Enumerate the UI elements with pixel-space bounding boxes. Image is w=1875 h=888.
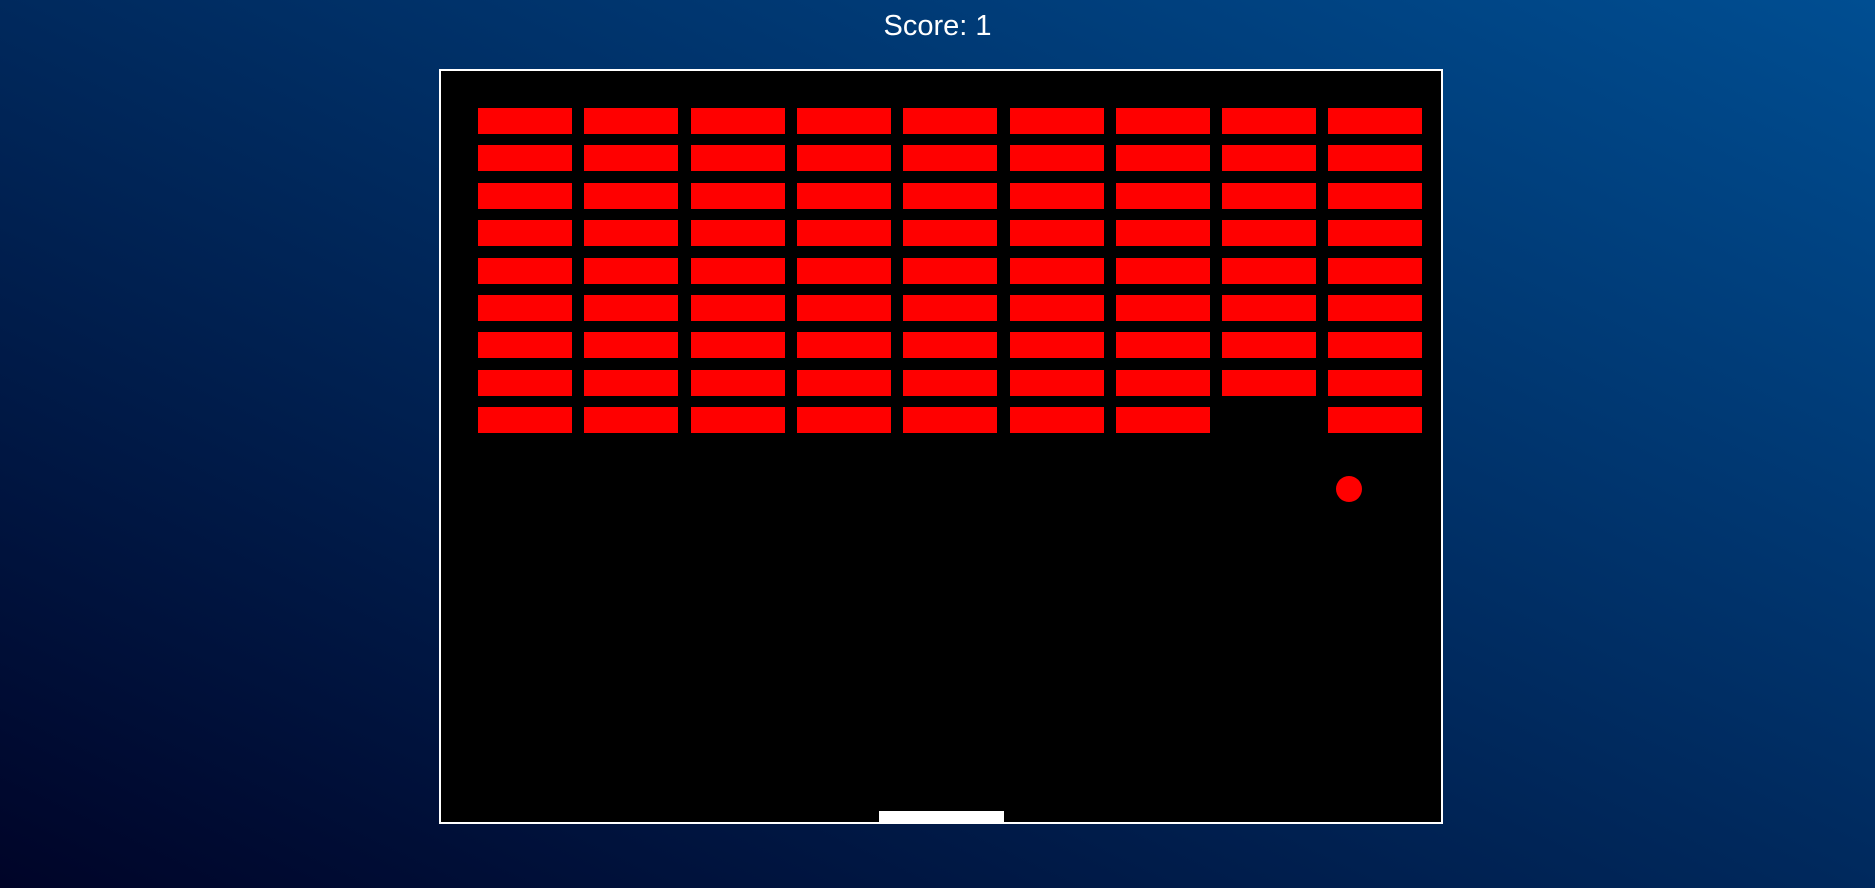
brick	[691, 258, 785, 284]
brick	[1010, 295, 1104, 321]
brick	[691, 407, 785, 433]
score-display: Score: 1	[883, 10, 992, 42]
brick	[1328, 332, 1422, 358]
brick	[584, 108, 678, 134]
brick	[691, 183, 785, 209]
brick	[478, 108, 572, 134]
brick	[584, 332, 678, 358]
brick	[1116, 258, 1210, 284]
brick	[478, 370, 572, 396]
brick	[903, 332, 997, 358]
brick	[478, 183, 572, 209]
brick	[584, 407, 678, 433]
brick	[1328, 258, 1422, 284]
brick	[1116, 295, 1210, 321]
brick	[1116, 145, 1210, 171]
brick	[584, 220, 678, 246]
brick	[1222, 295, 1316, 321]
brick	[1010, 145, 1104, 171]
brick	[1010, 108, 1104, 134]
brick	[1116, 183, 1210, 209]
game-board[interactable]	[439, 69, 1443, 824]
brick	[1222, 370, 1316, 396]
brick	[797, 295, 891, 321]
brick	[797, 370, 891, 396]
brick	[903, 108, 997, 134]
brick	[1010, 332, 1104, 358]
brick	[903, 183, 997, 209]
ball	[1336, 476, 1362, 502]
brick	[1222, 183, 1316, 209]
brick	[797, 258, 891, 284]
brick	[903, 370, 997, 396]
brick	[691, 108, 785, 134]
brick	[478, 258, 572, 284]
brick	[797, 332, 891, 358]
brick	[478, 220, 572, 246]
brick	[1328, 220, 1422, 246]
brick	[1222, 145, 1316, 171]
brick	[1222, 108, 1316, 134]
brick	[903, 407, 997, 433]
brick	[1222, 332, 1316, 358]
brick	[478, 295, 572, 321]
brick	[1010, 407, 1104, 433]
brick	[1116, 108, 1210, 134]
brick	[797, 183, 891, 209]
brick	[1010, 258, 1104, 284]
brick	[584, 145, 678, 171]
brick	[478, 332, 572, 358]
brick	[478, 407, 572, 433]
brick	[1328, 407, 1422, 433]
brick	[691, 295, 785, 321]
brick	[1328, 108, 1422, 134]
brick	[691, 332, 785, 358]
brick	[1328, 145, 1422, 171]
brick	[903, 220, 997, 246]
brick	[797, 145, 891, 171]
brick	[903, 145, 997, 171]
brick	[797, 220, 891, 246]
brick	[1010, 370, 1104, 396]
brick	[1116, 220, 1210, 246]
brick	[1328, 295, 1422, 321]
brick	[1010, 183, 1104, 209]
brick	[691, 145, 785, 171]
brick	[797, 407, 891, 433]
brick	[797, 108, 891, 134]
brick	[1010, 220, 1104, 246]
brick	[1222, 220, 1316, 246]
brick	[584, 370, 678, 396]
brick	[903, 258, 997, 284]
brick	[584, 258, 678, 284]
brick	[903, 295, 997, 321]
brick	[1116, 407, 1210, 433]
brick	[1328, 183, 1422, 209]
brick	[1116, 332, 1210, 358]
brick	[691, 370, 785, 396]
brick	[478, 145, 572, 171]
brick	[1222, 258, 1316, 284]
brick	[584, 295, 678, 321]
brick	[1116, 370, 1210, 396]
brick	[584, 183, 678, 209]
paddle[interactable]	[879, 811, 1004, 822]
brick	[1328, 370, 1422, 396]
brick	[691, 220, 785, 246]
